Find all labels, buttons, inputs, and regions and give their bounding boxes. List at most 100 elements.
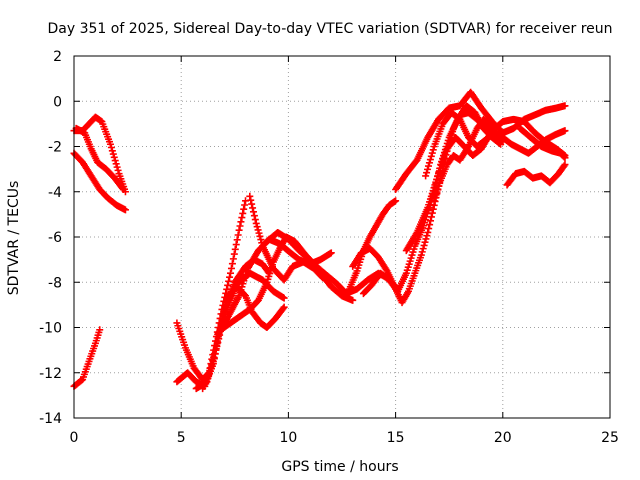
data-point bbox=[495, 133, 503, 141]
data-point bbox=[235, 226, 243, 234]
data-point bbox=[426, 221, 434, 229]
y-tick-label: -14 bbox=[39, 411, 62, 427]
data-point bbox=[114, 166, 122, 174]
data-point bbox=[118, 184, 126, 192]
data-point bbox=[111, 157, 119, 165]
grid-lines bbox=[74, 56, 610, 418]
data-point bbox=[419, 245, 427, 253]
data-point bbox=[250, 212, 258, 220]
data-point bbox=[238, 214, 246, 222]
data-point bbox=[239, 209, 247, 217]
y-tick-label: 0 bbox=[53, 94, 62, 110]
data-point bbox=[109, 150, 117, 158]
data-point bbox=[561, 161, 569, 169]
data-point bbox=[211, 350, 219, 358]
data-point bbox=[497, 140, 505, 148]
x-tick-label: 20 bbox=[494, 430, 512, 446]
data-point bbox=[424, 162, 432, 170]
data-point bbox=[256, 232, 264, 240]
data-point bbox=[425, 159, 433, 167]
data-point bbox=[424, 228, 432, 236]
data-point bbox=[228, 260, 236, 268]
data-point bbox=[423, 232, 431, 240]
series-trace bbox=[516, 124, 569, 162]
data-point bbox=[464, 144, 472, 152]
data-point bbox=[392, 197, 400, 205]
data-point bbox=[215, 335, 223, 343]
data-point bbox=[426, 156, 434, 164]
data-point bbox=[425, 225, 433, 233]
data-point bbox=[349, 296, 357, 304]
data-point bbox=[258, 239, 266, 247]
data-point bbox=[209, 357, 217, 365]
data-point bbox=[113, 163, 121, 171]
data-point bbox=[327, 249, 335, 257]
data-point bbox=[121, 206, 129, 214]
y-tick-label: 2 bbox=[53, 49, 62, 65]
series-trace bbox=[422, 109, 569, 180]
series-trace bbox=[392, 88, 569, 193]
data-point bbox=[253, 223, 261, 231]
series-trace bbox=[72, 124, 127, 193]
y-tick-label: -8 bbox=[48, 275, 62, 291]
data-point bbox=[422, 235, 430, 243]
data-point bbox=[233, 236, 241, 244]
data-point bbox=[424, 165, 432, 173]
series-trace bbox=[246, 192, 327, 284]
data-point bbox=[232, 241, 240, 249]
data-point bbox=[108, 147, 116, 155]
data-point bbox=[234, 231, 242, 239]
data-point bbox=[280, 294, 288, 302]
data-point bbox=[420, 241, 428, 249]
y-axis-label: SDTVAR / TECUs bbox=[6, 181, 22, 296]
data-point bbox=[236, 222, 244, 230]
data-point bbox=[210, 354, 218, 362]
data-point bbox=[560, 153, 568, 161]
data-point bbox=[252, 219, 260, 227]
series-trace bbox=[344, 197, 400, 295]
data-point bbox=[412, 230, 420, 238]
series-trace bbox=[349, 109, 507, 307]
data-point bbox=[280, 303, 288, 311]
data-point bbox=[255, 229, 263, 237]
data-point bbox=[237, 218, 245, 226]
x-tick-label: 10 bbox=[279, 430, 297, 446]
data-point bbox=[247, 196, 255, 204]
series-trace bbox=[430, 115, 503, 205]
data-point bbox=[279, 304, 287, 312]
data-point bbox=[561, 127, 569, 135]
series-trace bbox=[70, 326, 104, 390]
tick-labels: 0 5 10 15 20 25 -14 -12 -10 -8 -6 -4 -2 0 2 bbox=[39, 49, 619, 446]
data-point bbox=[112, 160, 120, 168]
data-point bbox=[106, 140, 114, 148]
data-point bbox=[417, 251, 425, 259]
y-tick-label: -10 bbox=[39, 321, 62, 337]
data-point bbox=[229, 255, 237, 263]
data-point bbox=[254, 226, 262, 234]
data-point bbox=[212, 346, 220, 354]
data-point bbox=[231, 245, 239, 253]
data-point bbox=[427, 217, 435, 225]
data-point bbox=[429, 146, 437, 154]
data-point bbox=[214, 339, 222, 347]
data-point bbox=[427, 152, 435, 160]
data-point bbox=[241, 201, 249, 209]
x-tick-label: 0 bbox=[70, 430, 79, 446]
data-point bbox=[107, 144, 115, 152]
chart-title: Day 351 of 2025, Sidereal Day-to-day VTE… bbox=[47, 21, 612, 37]
data-point bbox=[382, 265, 390, 273]
data-point bbox=[251, 216, 259, 224]
data-point bbox=[227, 269, 235, 277]
y-tick-label: -4 bbox=[48, 185, 62, 201]
data-point bbox=[119, 185, 127, 193]
data-point bbox=[249, 204, 257, 212]
data-point bbox=[246, 192, 254, 200]
data-point bbox=[224, 281, 232, 289]
series-trace bbox=[503, 161, 569, 189]
data-point bbox=[428, 149, 436, 157]
y-tick-label: -6 bbox=[48, 230, 62, 246]
data-point bbox=[213, 342, 221, 350]
data-points bbox=[70, 88, 569, 393]
data-point bbox=[561, 102, 569, 110]
